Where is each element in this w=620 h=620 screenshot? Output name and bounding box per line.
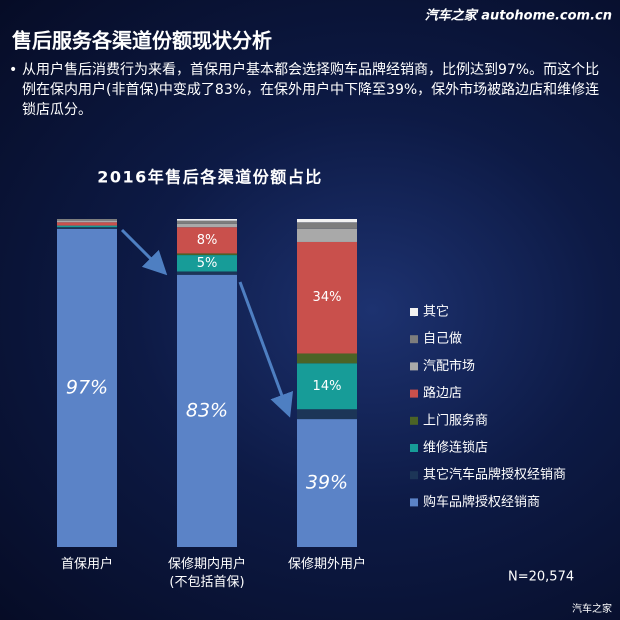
bar-segment	[177, 271, 237, 275]
bar-segment	[57, 225, 117, 228]
bar-segment	[177, 227, 237, 254]
bullet-text: 从用户售后消费行为来看，首保用户基本都会选择购车品牌经销商，比例达到97%。而这…	[9, 60, 612, 120]
legend-swatch	[410, 335, 418, 344]
x-tick-label: 保修期外用户	[287, 557, 366, 572]
legend-swatch	[410, 471, 418, 480]
legend-swatch	[410, 498, 418, 507]
sample-note: N=20,574	[508, 570, 574, 585]
arrow	[120, 228, 168, 276]
bar-segment	[297, 241, 357, 354]
watermark: 汽车之家 autohome.com.cn	[425, 8, 612, 24]
logo: 汽车之家	[572, 602, 612, 615]
legend-swatch	[410, 389, 418, 398]
page-title: 售后服务各渠道份额现状分析	[12, 29, 272, 53]
value-label: 34%	[313, 290, 342, 305]
arrow	[238, 281, 294, 418]
legend-label: 自己做	[423, 332, 462, 347]
legend-label: 其它	[423, 304, 449, 320]
bar-segment	[297, 353, 357, 364]
bar-segment	[177, 255, 237, 272]
bar-segment	[57, 227, 117, 229]
bar-segment	[297, 419, 357, 547]
bar-segment	[177, 219, 237, 221]
bar-segment	[57, 220, 117, 223]
bar-segment	[177, 223, 237, 228]
legend-label: 上门服务商	[423, 412, 488, 428]
chart-title: 2016年售后各渠道份额占比	[97, 168, 323, 187]
value-label: 5%	[197, 256, 218, 271]
value-label: 14%	[313, 379, 342, 394]
x-tick-label: 保修期内用户 (不包括首保)	[167, 557, 246, 590]
bar-segment	[57, 228, 117, 547]
legend-label: 其它汽车品牌授权经销商	[423, 467, 566, 483]
bar-segment	[297, 409, 357, 420]
bar-segment	[177, 220, 237, 224]
value-label: 83%	[186, 399, 228, 421]
legend-swatch	[410, 308, 418, 316]
bar-segment	[297, 222, 357, 229]
value-label: 8%	[197, 233, 218, 248]
bar-segment	[177, 253, 237, 256]
legend-label: 路边店	[423, 385, 462, 401]
legend-swatch	[410, 444, 418, 452]
bar-segment	[297, 228, 357, 242]
legend-swatch	[410, 416, 418, 425]
bar-segment	[177, 274, 237, 547]
bar-segment	[297, 363, 357, 410]
legend-label: 汽配市场	[423, 358, 475, 374]
bar-segment	[297, 219, 357, 223]
legend-label: 维修连锁店	[423, 440, 488, 456]
legend-swatch	[410, 362, 418, 371]
x-tick-label: 首保用户	[60, 557, 113, 572]
legend-label: 购车品牌授权经销商	[423, 494, 540, 510]
value-label: 97%	[66, 376, 108, 398]
bar-segment	[57, 222, 117, 226]
plot: 97% 83% 5% 8% 39% 14% 34% 购车品牌授权经销商 其它汽车品牌授权经销商维…	[57, 219, 566, 547]
value-label: 39%	[306, 472, 348, 494]
bar-segment	[57, 219, 117, 221]
